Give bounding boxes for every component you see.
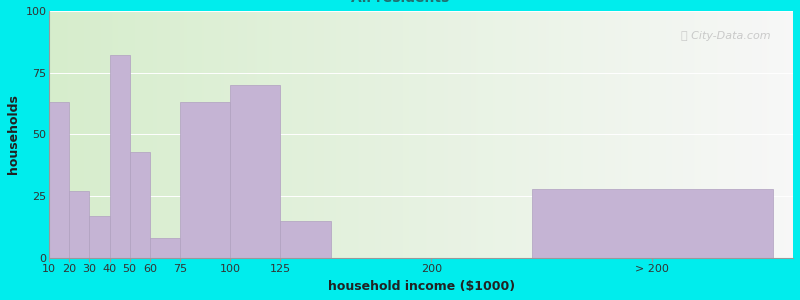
Bar	[281, 220, 330, 258]
Bar	[180, 102, 230, 258]
X-axis label: household income ($1000): household income ($1000)	[328, 280, 514, 293]
Text: ⓘ City-Data.com: ⓘ City-Data.com	[681, 31, 770, 41]
Bar	[130, 152, 150, 258]
Bar	[90, 216, 110, 258]
Bar	[70, 191, 90, 258]
Bar	[532, 188, 773, 258]
Bar	[150, 238, 180, 258]
Text: All residents: All residents	[351, 0, 449, 5]
Bar	[110, 55, 130, 258]
Bar	[230, 85, 281, 258]
Y-axis label: households: households	[7, 94, 20, 174]
Bar	[50, 102, 70, 258]
